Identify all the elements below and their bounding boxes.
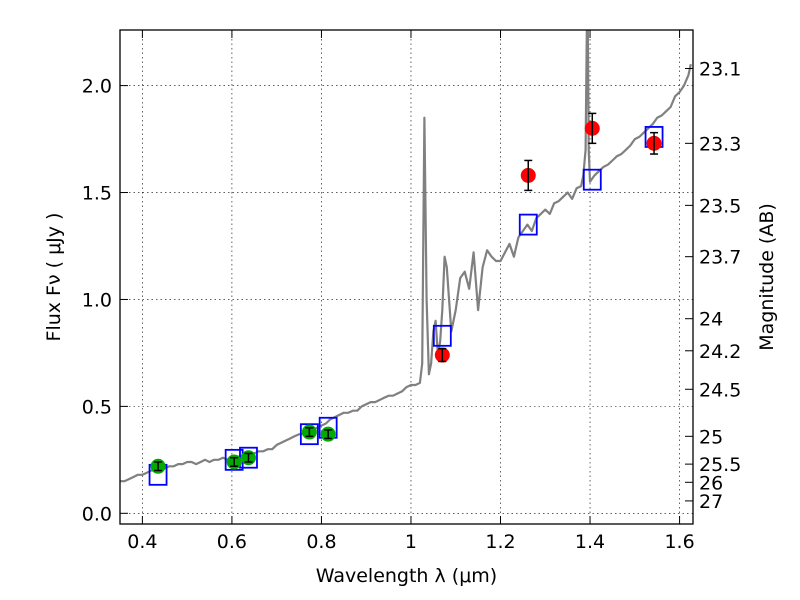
y-tick-label: 0.5 (82, 396, 112, 418)
mag-tick-label: 24.2 (699, 341, 741, 363)
x-tick-label: 0.8 (306, 531, 336, 553)
sed-curve (120, 30, 692, 483)
mag-tick-label: 23.5 (699, 195, 741, 217)
mag-tick-label: 24 (699, 309, 723, 331)
markers-group (148, 112, 664, 486)
mag-tick-label: 23.3 (699, 133, 741, 155)
y-tick-label: 2.0 (82, 76, 112, 98)
x-tick-label: 1.4 (575, 531, 605, 553)
model-square (432, 324, 452, 347)
mag-tick-label: 24.5 (699, 379, 741, 401)
mag-tick-label: 26 (699, 472, 723, 494)
mag-tick-label: 25 (699, 426, 723, 448)
y-tick-label: 0.0 (82, 503, 112, 525)
mag-tick-label: 27 (699, 491, 723, 513)
x-tick-label: 1.6 (664, 531, 694, 553)
model-square (299, 423, 319, 446)
y-axis-label: Flux Fν ( μJy ) (43, 213, 65, 342)
x-tick-label: 1 (405, 531, 417, 553)
mag-tick-label: 23.1 (699, 58, 741, 80)
mag-tick-label: 23.7 (699, 247, 741, 269)
x-tick-label: 0.4 (127, 531, 157, 553)
x-tick-label: 0.6 (217, 531, 247, 553)
ticks-group: 0.4 0.6 0.8 1 1.2 1.4 1.6 0.0 0.5 1.0 1.5 2.0 23.1 23… (82, 30, 741, 553)
plot-frame (119, 29, 694, 525)
model-square (582, 168, 602, 191)
x-axis-label: Wavelength λ (μm) (316, 565, 497, 587)
y-tick-label: 1.0 (82, 289, 112, 311)
x-tick-label: 1.2 (485, 531, 515, 553)
grid (120, 30, 693, 524)
y-tick-label: 1.5 (82, 183, 112, 205)
sed-curve-group (120, 30, 692, 483)
mag-tick-label: 25.5 (699, 454, 741, 476)
model-square (518, 213, 538, 236)
right-axis-label: Magnitude (AB) (756, 203, 778, 351)
